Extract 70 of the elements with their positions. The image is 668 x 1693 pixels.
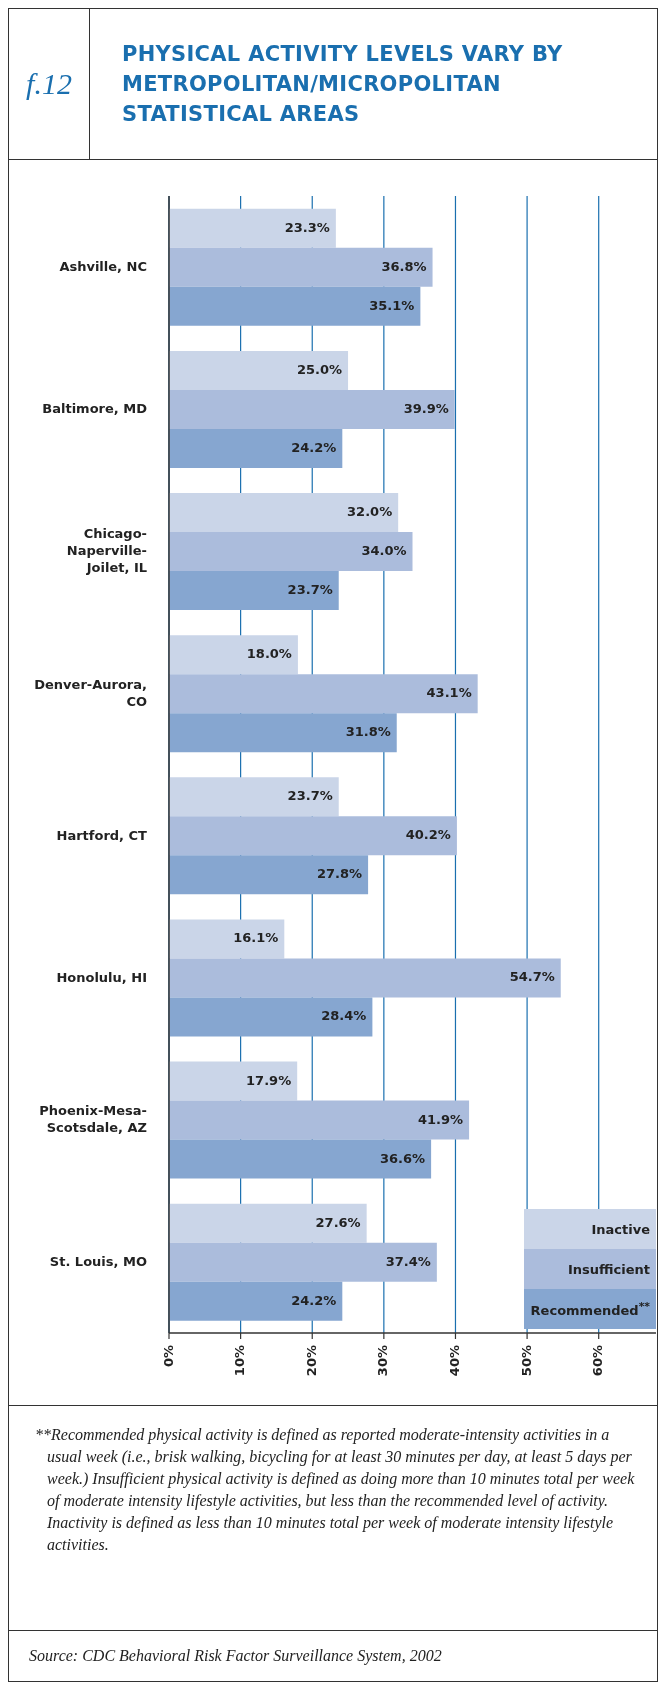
data-label: 39.9% bbox=[403, 400, 449, 416]
bar bbox=[169, 1203, 367, 1243]
data-label: 32.0% bbox=[347, 504, 393, 520]
data-label: 40.2% bbox=[405, 827, 451, 843]
text: Recommended$^{**}$ bbox=[530, 1299, 650, 1319]
bar bbox=[169, 350, 349, 390]
data-label: 23.7% bbox=[287, 582, 333, 598]
source-note: Source: CDC Behavioral Risk Factor Surveillance System, 2002 bbox=[9, 1630, 657, 1682]
x-tick-label: 20% bbox=[303, 1345, 319, 1377]
bar bbox=[169, 777, 339, 817]
bar bbox=[169, 713, 397, 753]
data-label: 24.2% bbox=[291, 439, 337, 455]
data-label: 23.3% bbox=[284, 219, 330, 235]
bar bbox=[169, 1242, 437, 1282]
y-tick-label: Ashville, NC bbox=[59, 258, 147, 274]
y-tick-label: Denver-Aurora, CO bbox=[34, 676, 147, 709]
bar bbox=[169, 247, 433, 287]
data-label: 28.4% bbox=[321, 1008, 367, 1024]
data-label: 36.8% bbox=[381, 258, 427, 274]
data-label: 54.7% bbox=[509, 969, 555, 985]
bar bbox=[169, 635, 298, 675]
y-tick-label: Baltimore, MD bbox=[42, 400, 148, 416]
x-tick-label: 0% bbox=[160, 1345, 176, 1368]
data-label: 34.0% bbox=[361, 543, 407, 559]
y-tick-label: Honolulu, HI bbox=[56, 969, 147, 985]
x-tick-label: 10% bbox=[232, 1345, 248, 1377]
data-label: 36.6% bbox=[380, 1150, 426, 1166]
y-tick-label: Phoenix-Mesa-Scotsdale, AZ bbox=[39, 1102, 147, 1135]
text: **Recommended physical activity is defined as reported moderate-intensity activities in a usual week (i.e., brisk walking, bicycling for at least 30 minutes per day, at least 5 days per week.) Insufficient physical activity is defined as doing more than 10 minutes total per week of moderate intensity lifestyle activities, but less than the recommended level of activity. Inactivity is defined as less than 10 minutes total per week of moderate intensity lifestyle activities. bbox=[9, 1405, 657, 1630]
y-tick-label: Hartford, CT bbox=[56, 827, 148, 843]
data-label: 16.1% bbox=[233, 930, 279, 946]
data-label: 37.4% bbox=[385, 1253, 431, 1269]
data-label: 41.9% bbox=[417, 1111, 464, 1127]
x-tick-label: 40% bbox=[446, 1345, 462, 1377]
bar bbox=[169, 571, 339, 611]
data-label: 24.2% bbox=[291, 1292, 337, 1308]
x-tick-label: 50% bbox=[518, 1345, 534, 1377]
bar bbox=[169, 1281, 343, 1321]
y-tick-label: St. Louis, MO bbox=[49, 1253, 147, 1269]
bar bbox=[169, 1100, 470, 1140]
data-label: 27.6% bbox=[315, 1214, 361, 1230]
data-label: 35.1% bbox=[369, 297, 415, 313]
text: f.12 bbox=[9, 9, 90, 159]
bar bbox=[169, 493, 399, 533]
chart-title: PHYSICAL ACTIVITY LEVELS VARY BY METROPOLITAN/MICROPOLITAN STATISTICAL AREAS bbox=[121, 41, 564, 128]
bar bbox=[169, 1139, 432, 1179]
bar bbox=[169, 958, 561, 998]
bar bbox=[169, 997, 373, 1037]
y-tick-label: Chicago-Naperville-Joilet, IL bbox=[66, 525, 147, 575]
bar bbox=[169, 816, 457, 856]
bar bbox=[169, 532, 413, 572]
data-label: 43.1% bbox=[426, 685, 472, 701]
data-label: 25.0% bbox=[296, 361, 343, 377]
data-label: 18.0% bbox=[246, 646, 292, 662]
x-tick-label: 60% bbox=[590, 1345, 606, 1377]
bar bbox=[169, 286, 421, 326]
bar bbox=[169, 1061, 298, 1101]
bar bbox=[169, 208, 336, 248]
data-label: 31.8% bbox=[345, 724, 391, 740]
data-label: 27.8% bbox=[316, 866, 363, 882]
bar bbox=[169, 855, 369, 895]
text: Insufficient bbox=[567, 1261, 650, 1277]
bar bbox=[169, 919, 285, 959]
data-label: 23.7% bbox=[287, 788, 333, 804]
data-label: 17.9% bbox=[246, 1072, 292, 1088]
bar bbox=[169, 389, 455, 429]
x-tick-label: 30% bbox=[375, 1345, 391, 1377]
bar bbox=[169, 674, 478, 714]
text: Inactive bbox=[591, 1221, 650, 1237]
bar bbox=[169, 428, 343, 468]
